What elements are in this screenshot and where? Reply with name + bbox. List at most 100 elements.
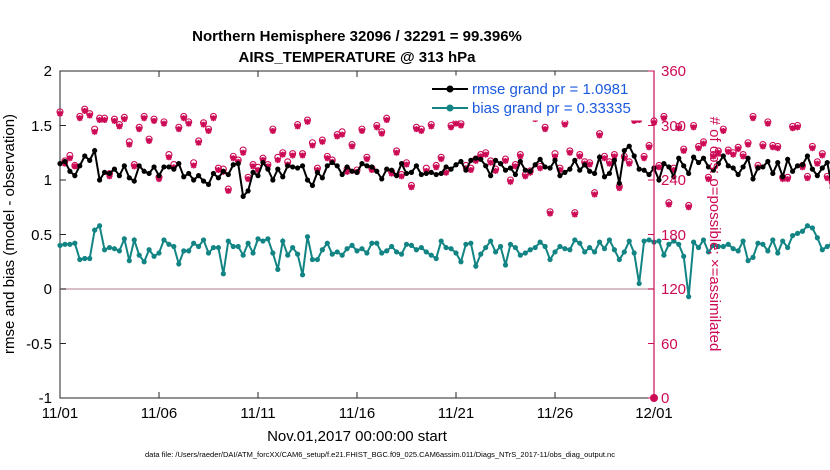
obs-assimilated-point — [740, 153, 747, 160]
rmse-point — [255, 173, 261, 179]
rmse-point — [250, 169, 256, 175]
bias-point — [230, 243, 236, 250]
rmse-point — [374, 168, 380, 174]
rmse-point — [567, 166, 573, 172]
rmse-point — [641, 167, 647, 173]
rmse-point — [676, 155, 682, 161]
bias-point — [760, 241, 766, 247]
obs-assimilated-point — [655, 164, 662, 171]
bias-point — [334, 249, 340, 255]
bias-point — [215, 244, 221, 251]
obs-assimilated-point — [631, 117, 638, 124]
rmse-point — [67, 168, 73, 174]
rmse-point — [339, 171, 345, 178]
obs-assimilated-point — [86, 112, 93, 119]
obs-assimilated-point — [368, 167, 375, 174]
obs-assimilated-point — [705, 176, 712, 183]
rmse-point — [314, 169, 320, 175]
obs-assimilated-point — [76, 115, 83, 122]
rmse-point — [408, 169, 415, 175]
rmse-point — [304, 177, 311, 183]
bias-point — [681, 253, 687, 259]
bias-point — [517, 252, 523, 258]
bias-point — [250, 250, 256, 256]
bias-point — [314, 256, 320, 263]
bias-point — [468, 240, 474, 246]
obs-assimilated-point — [601, 155, 608, 162]
obs-assimilated-point — [136, 126, 143, 133]
bias-point — [151, 253, 157, 259]
bias-point — [176, 261, 182, 267]
obs-assimilated-point — [814, 160, 821, 167]
obs-assimilated-point — [616, 185, 623, 192]
obs-assimilated-point — [537, 165, 544, 172]
rmse-point — [77, 163, 83, 169]
obs-assimilated-point — [819, 152, 826, 159]
bias-point — [101, 247, 108, 253]
obs-assimilated-point — [794, 124, 801, 131]
obs-assimilated-point — [334, 133, 341, 140]
bias-point — [111, 246, 118, 252]
obs-assimilated-point — [210, 115, 217, 122]
x-tick-label: 11/16 — [339, 405, 375, 422]
bias-point — [557, 243, 563, 250]
rmse-point — [458, 158, 464, 165]
obs-assimilated-point — [299, 152, 306, 159]
rmse-point — [111, 166, 118, 172]
obs-assimilated-point — [566, 149, 573, 156]
rmse-point — [770, 170, 776, 177]
bias-point — [433, 255, 439, 262]
rmse-point — [87, 157, 93, 163]
rmse-point — [161, 164, 167, 170]
rmse-point — [418, 171, 424, 178]
bias-point — [270, 250, 276, 256]
obs-assimilated-point — [141, 115, 148, 122]
rmse-point — [720, 153, 726, 159]
rmse-point — [537, 156, 543, 162]
bias-point — [438, 238, 444, 244]
rmse-point — [616, 180, 622, 186]
obs-assimilated-point — [274, 157, 281, 164]
bias-point — [240, 252, 246, 258]
rmse-point — [116, 173, 122, 179]
bias-point — [280, 238, 286, 244]
rmse-point — [245, 188, 251, 194]
obs-assimilated-point — [190, 162, 197, 169]
y-left-tick-label: -0.5 — [26, 336, 52, 353]
rmse-point — [755, 165, 761, 171]
rmse-point — [819, 165, 825, 171]
rmse-point — [171, 166, 177, 172]
obs-assimilated-point — [591, 191, 598, 198]
bias-point — [522, 250, 528, 256]
bias-point — [428, 252, 434, 258]
obs-assimilated-point — [185, 120, 192, 127]
obs-assimilated-point — [250, 163, 257, 170]
rmse-point — [166, 164, 172, 170]
rmse-point — [775, 159, 781, 166]
bias-point — [92, 227, 98, 233]
bias-point — [403, 241, 410, 247]
obs-assimilated-point — [522, 173, 529, 180]
tick-mark-layer — [59, 70, 655, 399]
obs-assimilated-point — [363, 156, 370, 163]
chart-title: Northern Hemisphere 32096 / 32291 = 99.3… — [192, 28, 522, 45]
rmse-point — [686, 170, 692, 177]
rmse-point — [760, 164, 766, 170]
rmse-point — [136, 163, 142, 169]
rmse-point — [681, 163, 687, 169]
bias-point — [171, 243, 177, 250]
rmse-point — [423, 170, 429, 177]
bias-point — [710, 242, 717, 248]
obs-assimilated-point — [106, 173, 113, 180]
rmse-point — [285, 163, 291, 169]
bias-point — [537, 239, 543, 245]
obs-assimilated-point — [824, 175, 830, 182]
legend-bias-label: bias grand pr = 0.33335 — [472, 100, 631, 117]
rmse-point — [478, 156, 484, 162]
rmse-point — [295, 165, 301, 171]
obs-assimilated-point — [502, 157, 509, 164]
rmse-point — [592, 170, 598, 177]
bias-point — [611, 247, 618, 253]
bias-point — [394, 249, 400, 255]
obs-assimilated-point — [200, 121, 207, 128]
